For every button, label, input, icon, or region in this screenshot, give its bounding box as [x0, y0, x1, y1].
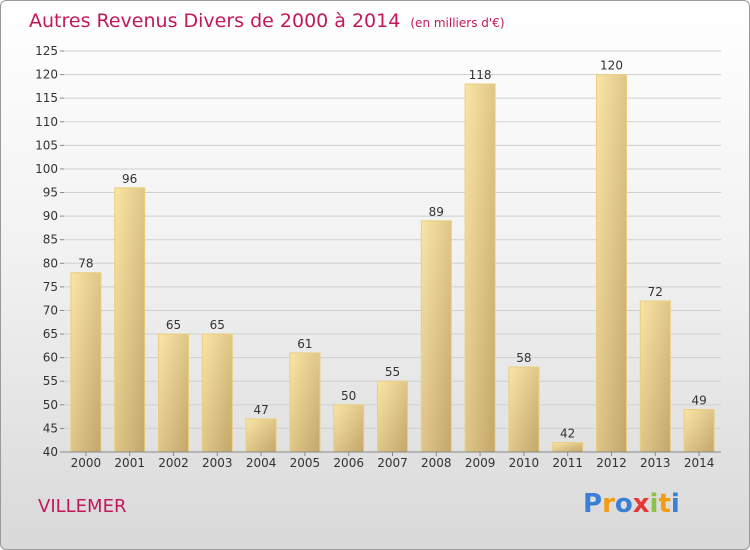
- chart-title-text: Autres Revenus Divers de 2000 à 2014: [29, 10, 401, 32]
- bars: [70, 74, 715, 453]
- data-label: 120: [600, 59, 623, 73]
- data-label: 55: [385, 365, 400, 379]
- x-tick-label: 2007: [377, 456, 408, 470]
- bar: [683, 409, 715, 453]
- x-tick-label: 2008: [421, 456, 452, 470]
- x-tick-label: 2003: [202, 456, 233, 470]
- x-tick-label: 2006: [333, 456, 364, 470]
- y-tick-label: 65: [43, 327, 58, 341]
- y-tick-label: 70: [43, 303, 58, 317]
- x-axis-ticks: 2000 2001 2002 2003 2004 2005 2006 2007 2008 2009…: [71, 452, 715, 470]
- y-tick-label: 115: [35, 91, 58, 105]
- y-tick-label: 75: [43, 280, 58, 294]
- data-label: 49: [691, 394, 706, 408]
- data-label: 65: [210, 318, 225, 332]
- y-tick-label: 125: [35, 44, 58, 58]
- bar: [201, 333, 233, 453]
- bar: [508, 366, 540, 453]
- y-tick-label: 50: [43, 398, 58, 412]
- data-label: 78: [78, 257, 93, 271]
- bar: [70, 272, 102, 453]
- place-name: VILLEMER: [38, 496, 127, 517]
- chart-title: Autres Revenus Divers de 2000 à 2014 (en…: [29, 10, 505, 32]
- x-tick-label: 2000: [71, 456, 102, 470]
- logo-letter: P: [583, 489, 603, 519]
- bar: [158, 333, 189, 453]
- data-labels: 78 96 65 65 47 61 50 55 89 118 58 42 120 72 49: [78, 59, 706, 441]
- bar: [245, 418, 277, 453]
- logo-letter: x: [632, 489, 650, 519]
- y-tick-label: 100: [35, 162, 58, 176]
- y-tick-label: 80: [43, 256, 58, 270]
- x-tick-label: 2001: [114, 456, 145, 470]
- bar: [464, 83, 496, 453]
- data-label: 96: [122, 172, 137, 186]
- logo-letter: i: [670, 489, 680, 519]
- data-label: 50: [341, 389, 356, 403]
- bar: [552, 442, 584, 453]
- x-tick-label: 2005: [290, 456, 321, 470]
- y-tick-label: 60: [43, 351, 58, 365]
- x-tick-label: 2004: [246, 456, 277, 470]
- data-label: 47: [253, 403, 268, 417]
- chart-unit: (en milliers d'€): [410, 16, 505, 30]
- y-tick-label: 120: [35, 68, 58, 82]
- data-label: 65: [166, 318, 181, 332]
- bar: [289, 352, 321, 453]
- x-tick-label: 2009: [465, 456, 496, 470]
- data-label: 58: [516, 351, 531, 365]
- x-tick-label: 2002: [158, 456, 189, 470]
- bar: [114, 187, 146, 453]
- y-tick-label: 90: [43, 209, 58, 223]
- y-tick-label: 105: [35, 138, 58, 152]
- proxiti-logo: Proxiti: [583, 489, 680, 519]
- x-tick-label: 2010: [509, 456, 540, 470]
- data-label: 72: [648, 285, 663, 299]
- logo-letter: i: [649, 489, 659, 519]
- y-tick-label: 55: [43, 374, 58, 388]
- x-tick-label: 2011: [552, 456, 583, 470]
- y-tick-label: 45: [43, 421, 58, 435]
- data-label: 61: [297, 337, 312, 351]
- data-label: 118: [469, 68, 492, 82]
- logo-letter: t: [658, 489, 671, 519]
- y-tick-label: 110: [35, 115, 58, 129]
- logo-letter: o: [614, 489, 633, 519]
- y-tick-label: 95: [43, 186, 58, 200]
- logo-letter: r: [602, 489, 615, 519]
- x-tick-label: 2014: [684, 456, 715, 470]
- data-label: 42: [560, 427, 575, 441]
- data-label: 89: [429, 205, 444, 219]
- bar: [377, 380, 408, 453]
- x-tick-label: 2013: [640, 456, 671, 470]
- y-tick-label: 40: [43, 445, 58, 459]
- bar: [333, 404, 365, 453]
- bar: [596, 74, 627, 453]
- y-axis-ticks: 40 45 50 55 60 65 70 75 80 85 90 95 100 105 110 115 120 1…: [35, 44, 64, 459]
- bar: [420, 220, 452, 453]
- y-tick-label: 85: [43, 233, 58, 247]
- x-tick-label: 2012: [596, 456, 627, 470]
- bar: [639, 300, 671, 453]
